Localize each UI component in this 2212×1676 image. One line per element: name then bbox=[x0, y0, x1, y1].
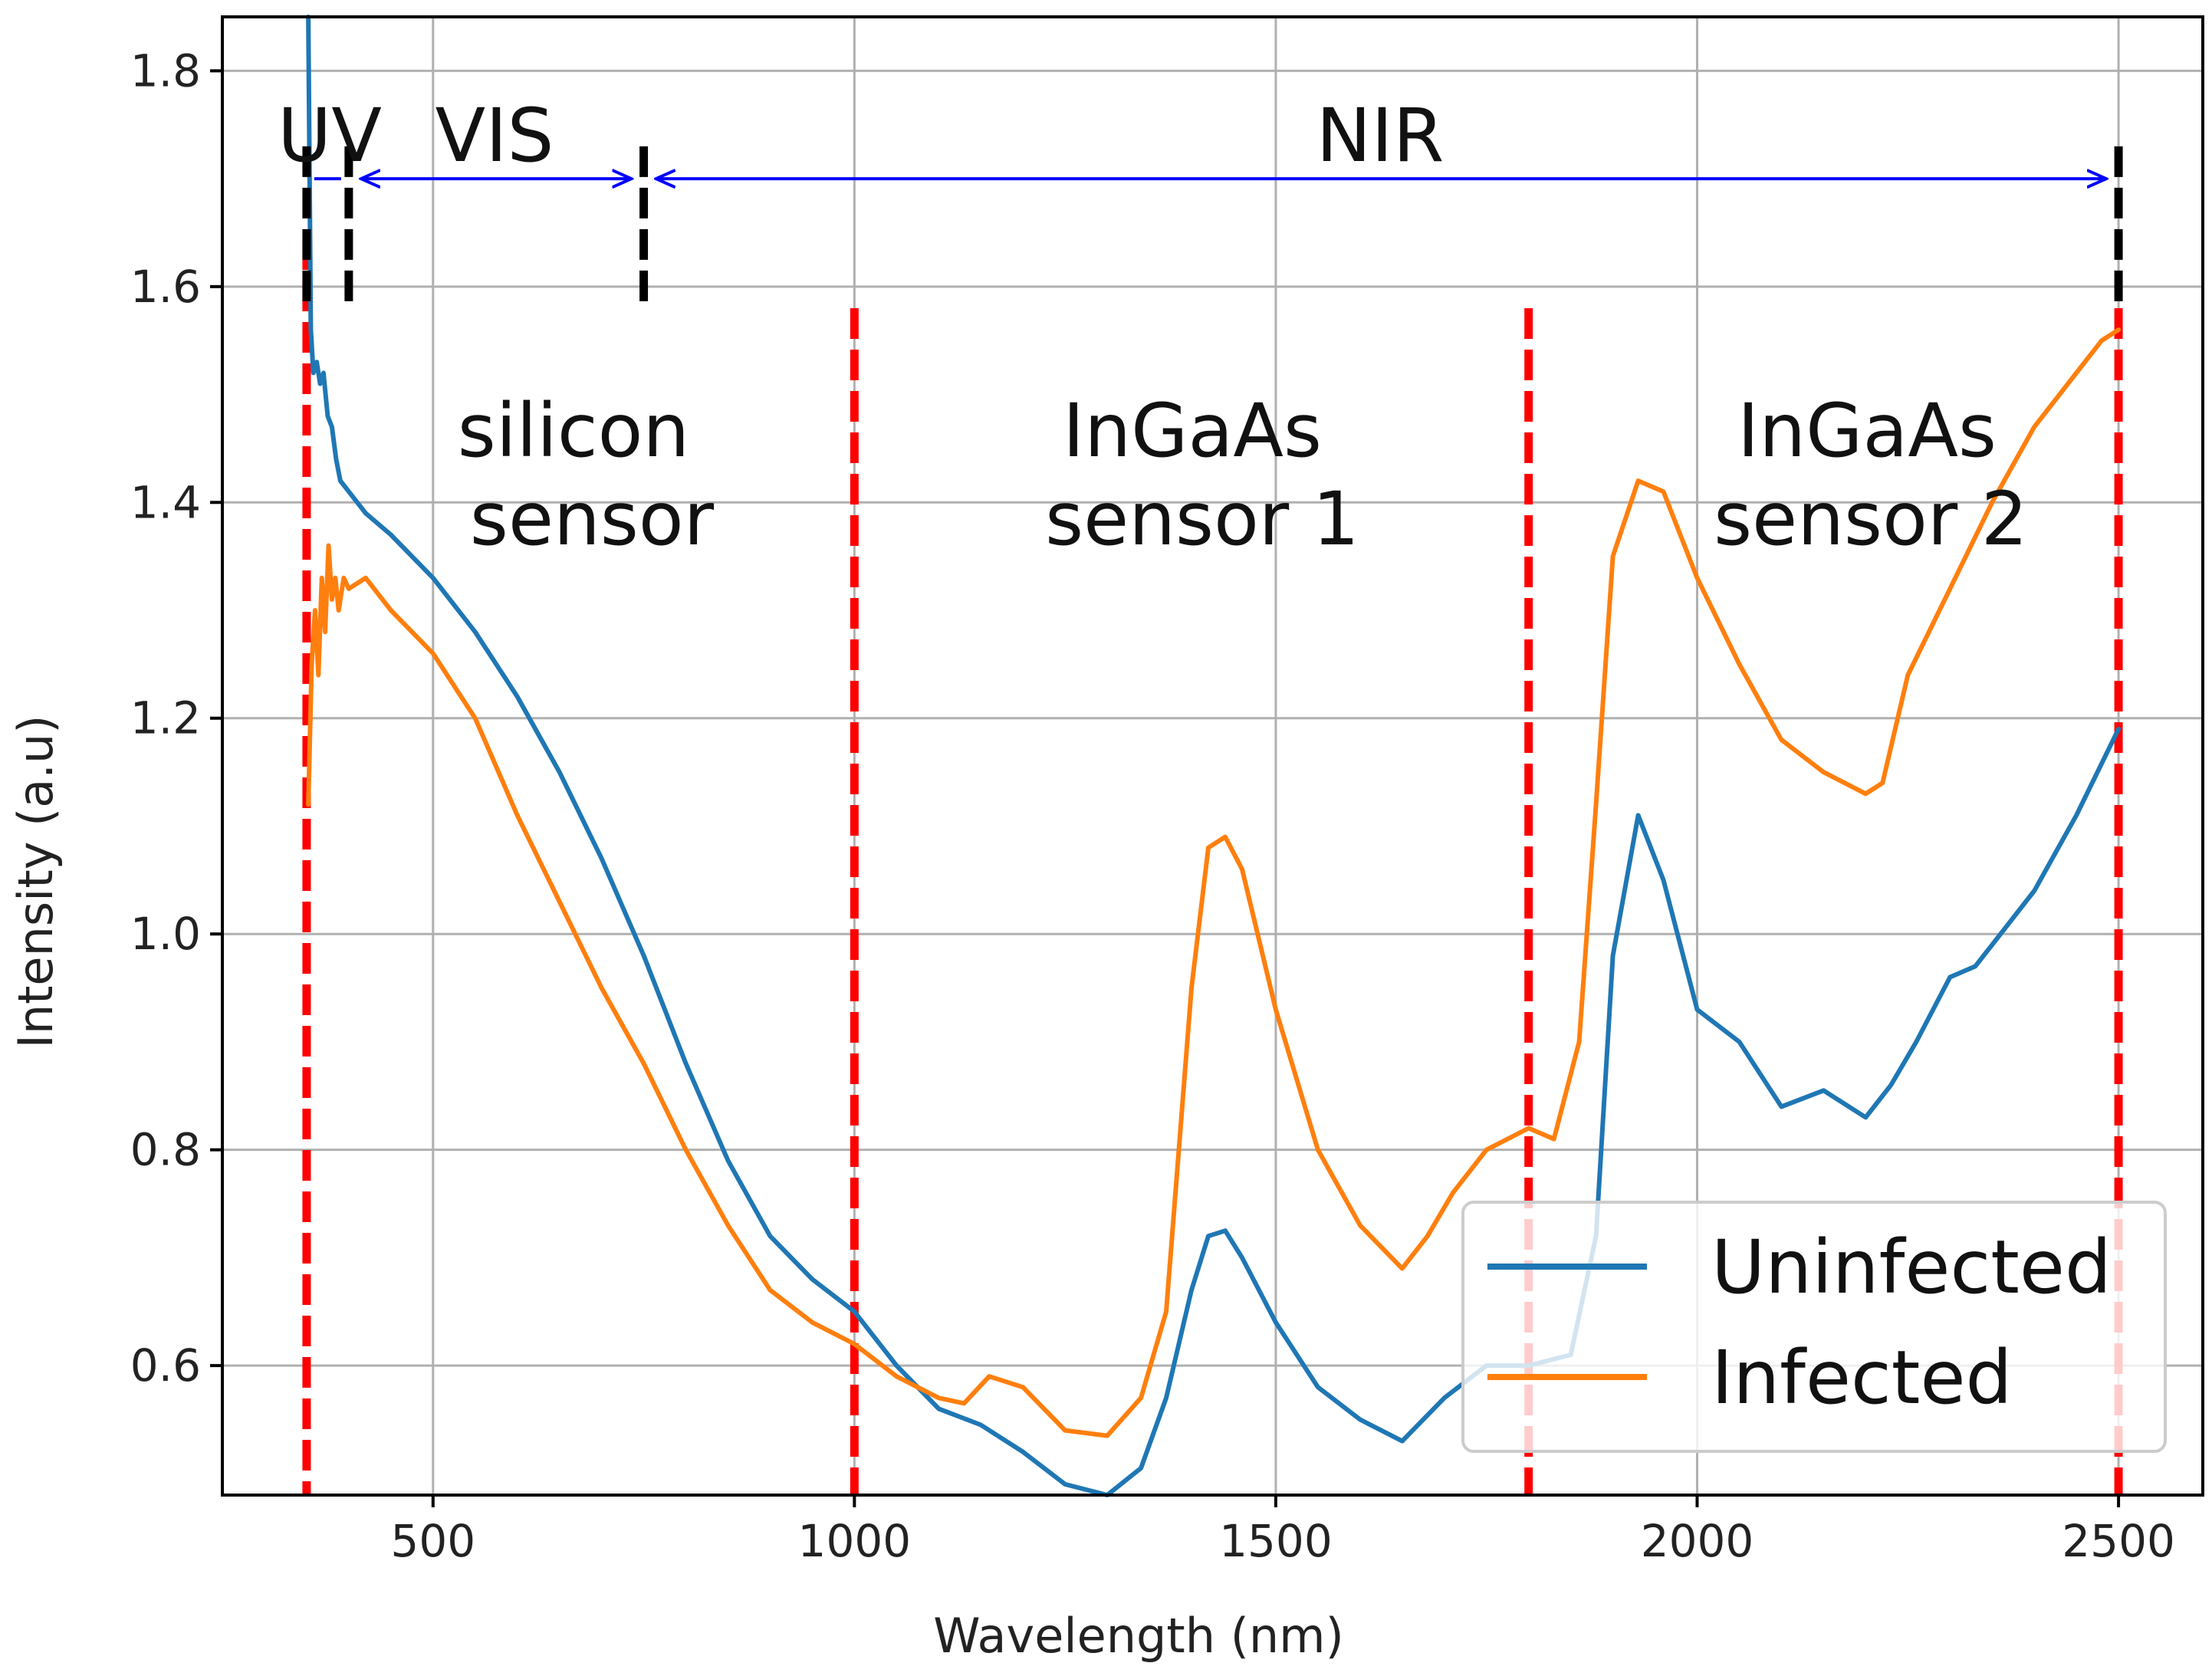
y-tick-label: 0.8 bbox=[130, 1124, 201, 1176]
x-tick-label: 500 bbox=[390, 1515, 475, 1567]
y-tick-label: 1.8 bbox=[130, 44, 201, 97]
y-tick-label: 1.0 bbox=[130, 908, 201, 960]
legend: Uninfected Infected bbox=[1461, 1201, 2167, 1453]
data-series bbox=[306, 15, 2122, 1497]
x-tick-label: 2000 bbox=[1641, 1515, 1754, 1567]
vis-label: VIS bbox=[435, 93, 554, 179]
sensor-boundary-lines bbox=[302, 239, 2123, 1495]
x-tick-label: 1000 bbox=[798, 1515, 912, 1567]
x-tick-label: 2500 bbox=[2062, 1515, 2175, 1567]
y-tick-label: 1.6 bbox=[130, 261, 201, 313]
ingaas-sensor-1-label-line2: sensor 1 bbox=[1045, 476, 1359, 562]
ingaas-sensor-2-label-line1: InGaAs bbox=[1737, 388, 1997, 474]
series-line-infected bbox=[306, 327, 2122, 1438]
y-tick-label: 1.4 bbox=[130, 476, 201, 528]
y-tick-label: 1.2 bbox=[130, 692, 201, 744]
ingaas-sensor-1-label-line1: InGaAs bbox=[1063, 388, 1322, 474]
grid-lines bbox=[222, 17, 2203, 1495]
spectral-band-markers bbox=[302, 146, 2123, 308]
y-tick-label: 0.6 bbox=[130, 1339, 201, 1392]
plot-frame bbox=[221, 15, 2204, 1497]
axis-ticks: 500 1000 1500 2000 2500 0.6 0.8 1.0 1.2 1.4 1.6 1.8 bbox=[130, 44, 2175, 1567]
legend-infected-label: Infected bbox=[1711, 1335, 2012, 1421]
series-line-uninfected bbox=[306, 15, 2122, 1497]
x-axis-title: Wavelength (nm) bbox=[933, 1608, 1344, 1664]
ingaas-sensor-2-label-line2: sensor 2 bbox=[1714, 476, 2028, 562]
uv-label: UV bbox=[278, 93, 382, 179]
x-tick-label: 1500 bbox=[1219, 1515, 1333, 1567]
silicon-sensor-label-line1: silicon bbox=[458, 388, 689, 474]
nir-label: NIR bbox=[1316, 93, 1445, 179]
silicon-sensor-label-line2: sensor bbox=[470, 476, 715, 562]
legend-uninfected-label: Uninfected bbox=[1711, 1224, 2112, 1310]
y-axis-title: Intensity (a.u) bbox=[8, 715, 64, 1049]
